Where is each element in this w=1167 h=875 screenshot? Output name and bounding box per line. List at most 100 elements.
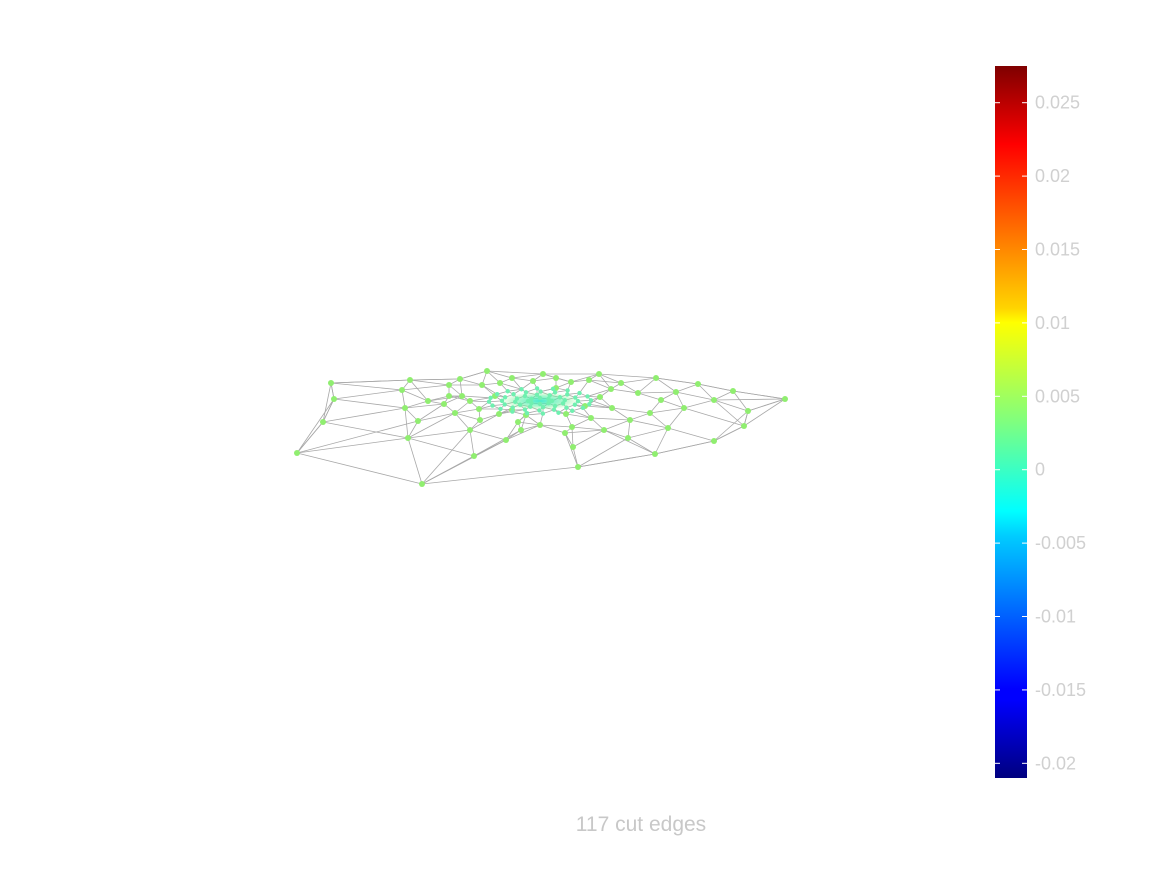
graph-edge bbox=[459, 370, 488, 380]
graph-node bbox=[608, 386, 614, 392]
graph-node bbox=[502, 395, 508, 400]
graph-edge bbox=[322, 407, 406, 423]
graph-node bbox=[635, 390, 641, 396]
graph-edge bbox=[409, 378, 461, 381]
graph-edge bbox=[598, 373, 622, 384]
graph-node bbox=[518, 427, 524, 433]
graph-edge bbox=[296, 452, 423, 485]
graph-node bbox=[534, 386, 540, 391]
graph-node bbox=[741, 423, 747, 429]
graph-edge bbox=[511, 373, 544, 379]
graph-edge bbox=[404, 403, 445, 409]
graph-node bbox=[549, 398, 555, 404]
graph-edge bbox=[598, 373, 657, 379]
graph-node bbox=[537, 395, 543, 401]
graph-edge bbox=[649, 412, 669, 429]
graph-node bbox=[596, 371, 602, 377]
graph-node bbox=[573, 395, 578, 400]
graph-edge bbox=[407, 420, 419, 439]
graph-edge bbox=[427, 395, 463, 402]
graph-edge bbox=[675, 383, 699, 393]
graph-edge bbox=[629, 412, 651, 421]
graph-node bbox=[537, 422, 543, 428]
graph-node bbox=[505, 389, 510, 394]
graph-nodes bbox=[294, 368, 788, 487]
graph-edge bbox=[505, 429, 522, 441]
graph-edge bbox=[564, 432, 579, 468]
graph-node bbox=[498, 406, 503, 412]
graph-node bbox=[502, 402, 507, 407]
graph-node bbox=[525, 398, 531, 404]
graph-node bbox=[546, 396, 551, 402]
graph-node bbox=[496, 411, 502, 417]
graph-edge bbox=[296, 421, 324, 454]
graph-edge bbox=[461, 395, 491, 399]
graph-edge bbox=[454, 412, 481, 421]
graph-edge bbox=[401, 384, 450, 391]
graph-edge bbox=[660, 399, 685, 409]
graph-edge bbox=[330, 379, 411, 384]
graph-node bbox=[537, 408, 542, 413]
graph-edge bbox=[571, 417, 592, 428]
graph-node bbox=[570, 444, 576, 450]
graph-edge bbox=[713, 399, 745, 427]
graph-node bbox=[499, 398, 505, 404]
graph-edge bbox=[611, 407, 651, 414]
graph-node bbox=[457, 376, 463, 382]
graph-edge bbox=[539, 424, 573, 428]
graph-node bbox=[586, 377, 592, 383]
graph-edge bbox=[469, 400, 490, 403]
graph-edge bbox=[421, 429, 471, 485]
graph-node bbox=[570, 408, 575, 413]
graph-edge bbox=[407, 437, 423, 485]
graph-edge bbox=[637, 377, 657, 394]
colorbar-tick-label: 0.015 bbox=[1035, 240, 1080, 260]
graph-node bbox=[524, 410, 530, 416]
graph-node bbox=[618, 380, 624, 386]
graph-node bbox=[665, 425, 671, 431]
graph-node bbox=[575, 398, 581, 404]
graph-edge bbox=[637, 392, 662, 401]
graph-node bbox=[459, 393, 465, 399]
graph-node bbox=[695, 381, 701, 387]
graph-edge bbox=[649, 407, 685, 414]
graph-edge bbox=[637, 391, 677, 394]
graph-edge bbox=[747, 398, 786, 412]
colorbar-tick-label: 0.025 bbox=[1035, 93, 1080, 113]
graph-edge bbox=[296, 437, 409, 454]
graph-edge bbox=[454, 400, 471, 414]
graph-edge bbox=[713, 410, 749, 442]
graph-edge bbox=[421, 466, 579, 485]
graph-edge bbox=[577, 453, 656, 468]
graph-edge bbox=[629, 419, 669, 429]
graph-edge bbox=[443, 395, 463, 405]
graph-node bbox=[653, 375, 659, 381]
graph-edge bbox=[570, 379, 590, 383]
graph-edge bbox=[507, 388, 522, 392]
colorbar-tick-label: 0.005 bbox=[1035, 386, 1080, 406]
graph-node bbox=[564, 405, 569, 410]
graph-edge bbox=[469, 397, 491, 402]
graph-edge bbox=[401, 389, 406, 409]
graph-edge bbox=[675, 391, 715, 401]
graph-node bbox=[415, 418, 421, 424]
graph-edge bbox=[603, 419, 631, 431]
graph-node bbox=[557, 395, 563, 400]
graph-edge bbox=[486, 370, 513, 379]
graph-edge bbox=[417, 403, 445, 422]
graph-edge bbox=[603, 429, 629, 439]
graph-node bbox=[486, 399, 492, 404]
graph-node bbox=[681, 405, 687, 411]
graph-node bbox=[534, 392, 540, 398]
graph-node bbox=[320, 419, 326, 425]
graph-edge bbox=[571, 426, 605, 431]
graph-edge bbox=[511, 377, 534, 382]
graph-node bbox=[522, 393, 528, 399]
graph-node bbox=[402, 405, 408, 411]
graph-node bbox=[550, 386, 556, 392]
graph-edge bbox=[486, 370, 544, 375]
graph-edge bbox=[588, 379, 612, 390]
graph-edge bbox=[590, 399, 613, 409]
graph-node bbox=[515, 419, 521, 425]
graph-edge bbox=[409, 379, 429, 402]
